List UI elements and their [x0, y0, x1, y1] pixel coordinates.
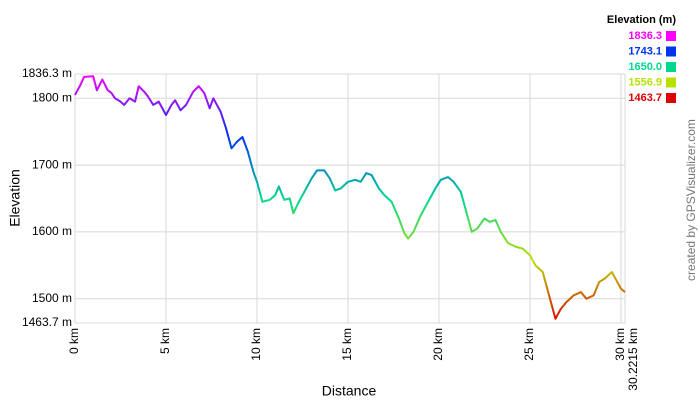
x-tick-label: 5 km: [158, 328, 172, 354]
x-tick-label: 20 km: [431, 328, 445, 361]
y-tick-label: 1836.3 m: [22, 66, 72, 80]
legend-swatch: [666, 62, 676, 72]
x-axis-title: Distance: [322, 383, 377, 399]
x-tick-label: 0 km: [67, 328, 81, 354]
x-tick-label: 15 km: [340, 328, 354, 361]
legend-swatch: [666, 93, 676, 103]
legend-label: 1556.9: [628, 76, 662, 88]
y-axis-title: Elevation: [7, 169, 23, 227]
legend-label: 1836.3: [628, 30, 662, 42]
x-tick-label: 30.2215 km: [626, 328, 640, 391]
legend-label: 1463.7: [628, 92, 662, 104]
legend-swatch: [666, 77, 676, 88]
legend-label: 1743.1: [628, 45, 662, 57]
y-tick-label: 1600 m: [32, 224, 72, 238]
legend-label: 1650.0: [628, 61, 662, 73]
y-tick-label: 1800 m: [32, 90, 72, 104]
y-tick-label: 1463.7 m: [22, 315, 72, 329]
credit: created by GPSVisualizer.com: [684, 119, 698, 281]
elevation-line: [74, 75, 626, 320]
legend-title: Elevation (m): [607, 14, 676, 26]
x-tick-label: 30 km: [613, 328, 627, 361]
x-tick-label: 10 km: [249, 328, 263, 361]
x-tick-label: 25 km: [522, 328, 536, 361]
y-tick-label: 1700 m: [32, 157, 72, 171]
y-tick-label: 1500 m: [32, 291, 72, 305]
legend-swatch: [666, 31, 676, 41]
legend-swatch: [666, 46, 676, 57]
